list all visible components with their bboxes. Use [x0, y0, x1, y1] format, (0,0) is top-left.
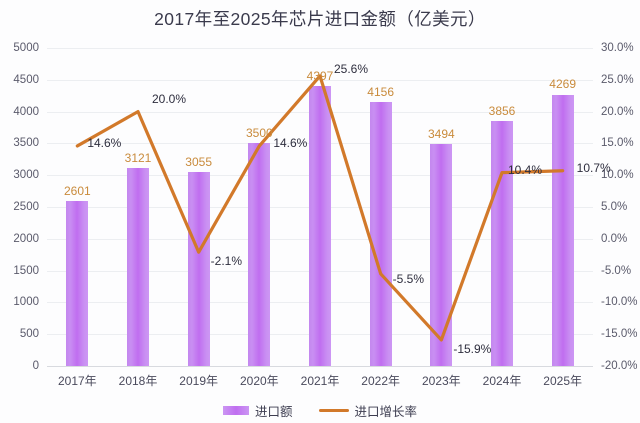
bar[interactable]	[430, 143, 453, 366]
bar[interactable]	[248, 143, 271, 366]
bar[interactable]	[551, 94, 574, 366]
legend-item-import-amount[interactable]: 进口额	[222, 401, 293, 420]
chart-legend: 进口额 进口增长率	[0, 401, 640, 420]
x-axis-tick-label: 2018年	[118, 374, 158, 388]
x-axis-tick-label: 2025年	[543, 374, 582, 388]
x-axis-tick-label: 2024年	[482, 374, 522, 388]
y-axis-left-tick-label: 0	[32, 360, 39, 372]
y-axis-left-tick-label: 2500	[13, 201, 39, 213]
x-axis-tick-label: 2020年	[239, 374, 279, 388]
growth-rate-label: -15.9%	[453, 341, 492, 356]
growth-rate-label: -5.5%	[392, 271, 425, 286]
bar-value-label: 3494	[427, 126, 455, 141]
y-axis-left-tick-label: 1000	[13, 296, 39, 309]
x-axis-tick-label: 2017年	[57, 374, 97, 388]
y-axis-right-tick-label: -20.0%	[601, 360, 638, 372]
bar-value-label: 3121	[124, 150, 152, 165]
line-swatch-icon	[318, 408, 349, 413]
y-axis-right-tick-label: 15.0%	[601, 137, 634, 150]
bar-value-label: 3055	[185, 154, 212, 169]
bar[interactable]	[309, 86, 331, 366]
legend-label-import-amount: 进口额	[254, 405, 293, 419]
x-axis-tick-label: 2022年	[361, 374, 400, 388]
y-axis-left-tick-label: 2000	[13, 232, 39, 245]
legend-item-growth-rate[interactable]: 进口增长率	[318, 401, 418, 420]
growth-rate-label: 25.6%	[334, 61, 369, 76]
gridline	[47, 366, 593, 367]
y-axis-left-tick-label: 500	[19, 328, 39, 341]
bar[interactable]	[187, 171, 210, 366]
y-axis-right-tick-label: 30.0%	[601, 42, 634, 54]
x-axis-tick-label: 2019年	[179, 374, 218, 388]
growth-rate-label: 10.4%	[508, 162, 543, 177]
bar[interactable]	[127, 167, 149, 366]
y-axis-right-tick-label: -5.0%	[601, 264, 632, 277]
gridline	[47, 48, 593, 49]
bar[interactable]	[369, 101, 392, 366]
bar-swatch-icon	[222, 406, 249, 415]
y-axis-right-tick-label: -10.0%	[601, 296, 638, 309]
growth-rate-label: -2.1%	[210, 254, 243, 269]
growth-rate-label: 14.6%	[273, 135, 308, 150]
chart-title: 2017年至2025年芯片进口金额（亿美元）	[154, 9, 486, 29]
y-axis-left-tick-label: 4000	[13, 105, 39, 118]
bar-value-label: 4397	[306, 69, 334, 84]
bar-value-label: 4156	[367, 84, 394, 99]
y-axis-right-tick-label: 20.0%	[601, 105, 634, 118]
x-axis-tick-label: 2023年	[421, 374, 461, 388]
y-axis-left-tick-label: 3500	[13, 137, 39, 150]
growth-rate-label: 14.6%	[87, 135, 122, 150]
bar[interactable]	[491, 120, 513, 366]
x-axis-tick-label: 2021年	[300, 374, 340, 388]
y-axis-left-tick-label: 1500	[13, 264, 39, 277]
growth-rate-label: 10.7%	[576, 160, 611, 175]
y-axis-right-tick-label: 0.0%	[601, 232, 628, 245]
bar-value-label: 3500	[245, 126, 273, 141]
bar-value-label: 3856	[488, 103, 516, 118]
y-axis-left-tick-label: 4500	[13, 73, 39, 86]
y-axis-left-tick-label: 3000	[13, 169, 39, 182]
y-axis-right-tick-label: 5.0%	[601, 201, 628, 213]
y-axis-right-tick-label: 10.0%	[601, 169, 634, 182]
y-axis-left-tick-label: 5000	[13, 42, 39, 54]
y-axis-right-tick-label: 25.0%	[601, 73, 634, 86]
bar-value-label: 4269	[549, 77, 576, 92]
y-axis-right-tick-label: -15.0%	[601, 328, 638, 341]
growth-rate-label: 20.0%	[152, 91, 187, 106]
legend-label-growth-rate: 进口增长率	[354, 405, 418, 419]
plot-area	[47, 48, 593, 367]
bar[interactable]	[66, 200, 89, 366]
bar-value-label: 2601	[63, 183, 91, 198]
